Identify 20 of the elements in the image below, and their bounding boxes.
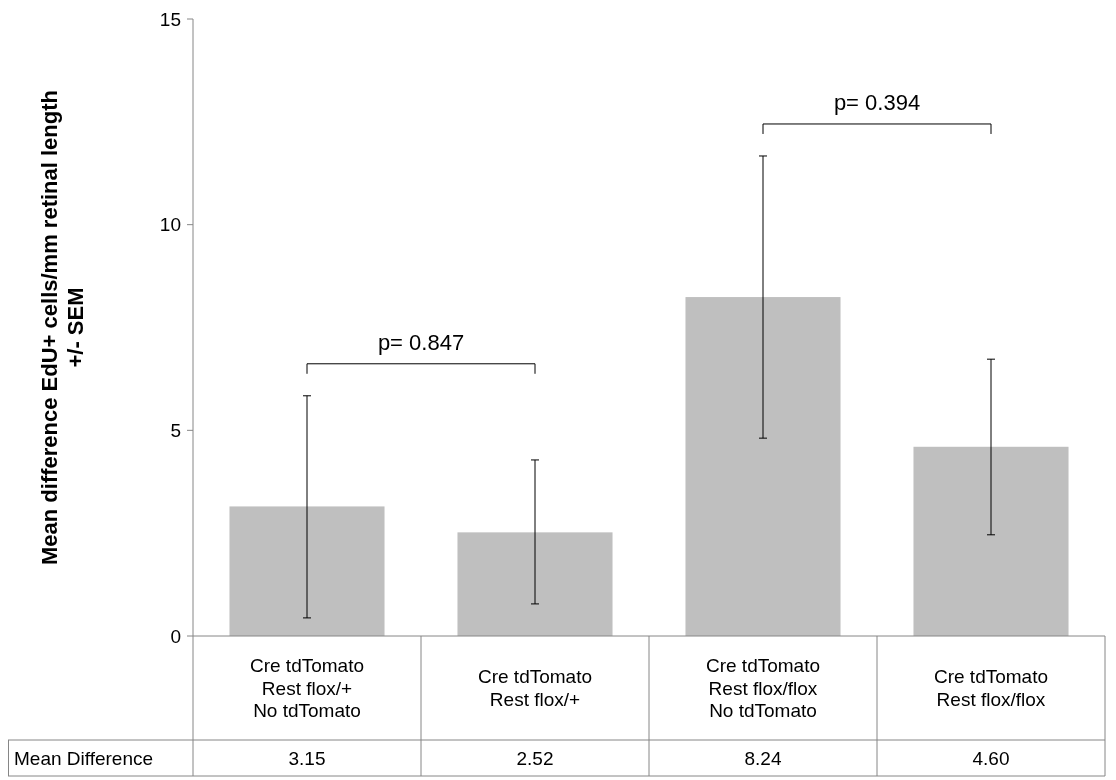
y-tick-label: 10 [159, 214, 181, 236]
annotation: p= 0.394 [833, 89, 921, 115]
y-axis-title: Mean difference EdU+ cells/mm retinal length +/- SEM [36, 90, 89, 565]
x-tick-label: Cre tdTomato Rest flox/+ No tdTomato [249, 654, 365, 722]
x-tick-label: Cre tdTomato Rest flox/flox [933, 666, 1049, 711]
x-tick-label: Cre tdTomato Rest flox/+ [477, 666, 593, 711]
data-label: 4.60 [972, 747, 1010, 769]
text: Mean Difference [14, 747, 154, 769]
data-label: 8.24 [744, 747, 782, 769]
bar [229, 506, 385, 636]
x-tick-label: Cre tdTomato Rest flox/flox No tdTomato [705, 654, 821, 722]
y-tick-label: 15 [159, 8, 181, 30]
y-tick-label: 0 [170, 625, 181, 647]
bar [457, 532, 613, 636]
annotation: p= 0.847 [377, 329, 465, 355]
data-label: 3.15 [288, 747, 326, 769]
bar [913, 446, 1069, 636]
data-label: 2.52 [516, 747, 554, 769]
bar [685, 297, 841, 636]
y-tick-label: 5 [170, 419, 181, 441]
